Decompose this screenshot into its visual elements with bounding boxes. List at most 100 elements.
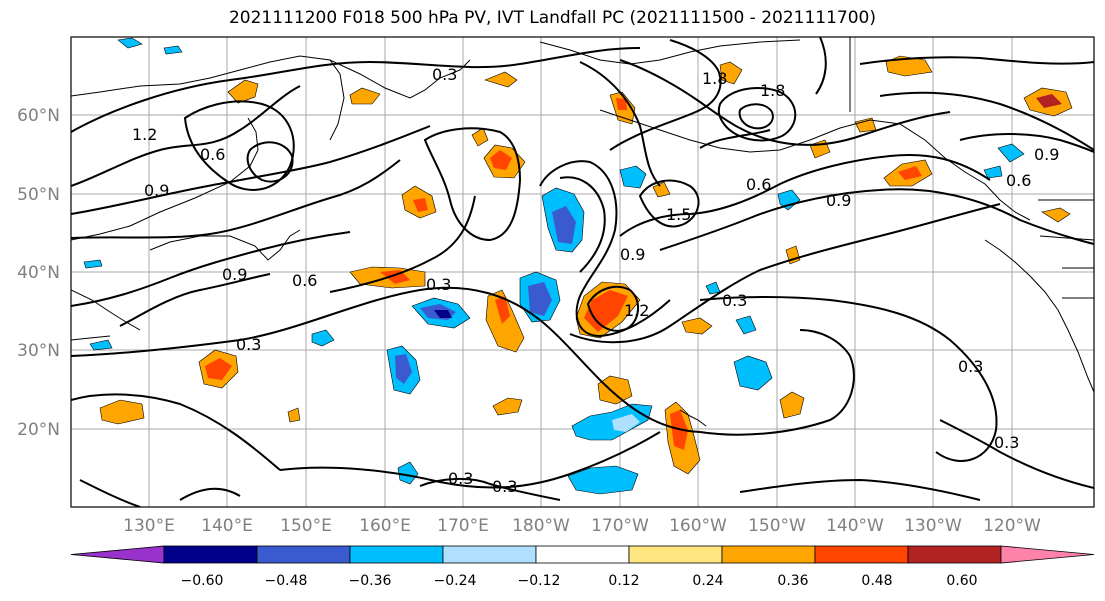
- colorbar-tick: −0.48: [265, 573, 308, 589]
- lon-label: 150°E: [280, 516, 332, 536]
- colorbar-tick: 0.60: [946, 573, 977, 589]
- ivt-positive-region: [885, 55, 933, 77]
- ivt-negative-region: [528, 282, 552, 316]
- ivt-negative-region: [571, 403, 653, 441]
- ivt-negative-region: [983, 165, 1003, 179]
- map-frame: [70, 36, 1095, 508]
- ivt-positive-region: [898, 166, 922, 180]
- contour-label: 0.3: [722, 291, 747, 310]
- lon-label: 140°E: [201, 516, 253, 536]
- contour-label: 1.2: [624, 301, 649, 320]
- colorbar-segment: [535, 545, 630, 564]
- ivt-positive-region: [490, 150, 512, 170]
- ivt-positive-region: [287, 407, 301, 423]
- colorbar-tick: −0.60: [181, 573, 224, 589]
- ivt-negative-region: [311, 329, 335, 347]
- contour-label: 0.9: [144, 181, 169, 200]
- colorbar-tick: 0.36: [777, 573, 808, 589]
- ivt-negative-region: [612, 414, 640, 432]
- colorbar-tick: 0.24: [692, 573, 723, 589]
- ivt-positive-region: [681, 317, 713, 335]
- ivt-positive-region: [1041, 207, 1071, 223]
- colorbar: −0.60 −0.48 −0.36 −0.24 −0.12 0.12 0.24 …: [70, 545, 1095, 589]
- lat-label: 40°N: [17, 263, 60, 283]
- ivt-negative-region: [619, 165, 647, 189]
- lon-label: 170°E: [437, 516, 489, 536]
- colorbar-segment: [442, 545, 537, 564]
- lat-label: 30°N: [17, 341, 60, 361]
- contour-label: 0.3: [236, 335, 261, 354]
- contour-label: 0.9: [1034, 145, 1059, 164]
- colorbar-segment: [256, 545, 351, 564]
- contour-label: 0.3: [958, 357, 983, 376]
- colorbar-tick: −0.12: [518, 573, 561, 589]
- ivt-positive-region: [380, 270, 410, 284]
- contour-label: 1.2: [132, 125, 157, 144]
- lat-label: 50°N: [17, 185, 60, 205]
- ivt-positive-region: [349, 87, 381, 105]
- ivt-positive-region: [492, 397, 523, 416]
- figure-title: 2021111200 F018 500 hPa PV, IVT Landfall…: [228, 8, 876, 28]
- contour-label: 0.6: [292, 271, 317, 290]
- ivt-negative-region: [83, 259, 103, 269]
- colorbar-segment: [721, 545, 816, 564]
- contour-label: 1.8: [760, 81, 785, 100]
- colorbar-segment: [907, 545, 1002, 564]
- lon-label: 120°W: [983, 516, 1041, 536]
- colorbar-boxes: [70, 545, 1095, 564]
- contour-label: 0.3: [448, 469, 473, 488]
- colorbar-segment: [814, 545, 909, 564]
- colorbar-tick: −0.24: [434, 573, 477, 589]
- contour-label: 1.8: [702, 69, 727, 88]
- ivt-positive-region: [779, 391, 805, 419]
- colorbar-segment: [349, 545, 444, 564]
- pv-contours: [71, 37, 1094, 507]
- ivt-negative-region: [89, 339, 113, 351]
- ivt-negative-region: [397, 461, 419, 485]
- ivt-negative-region: [552, 206, 576, 244]
- colorbar-segment: [70, 545, 165, 564]
- ivt-negative-region: [735, 315, 757, 335]
- colorbar-segment: [628, 545, 723, 564]
- ivt-positive-region: [484, 71, 518, 88]
- ivt-negative-region: [163, 45, 183, 55]
- lon-label: 130°W: [904, 516, 962, 536]
- ivt-negative-region: [117, 37, 143, 49]
- ivt-positive-region: [616, 98, 627, 110]
- lat-label: 60°N: [17, 106, 60, 126]
- lat-label: 20°N: [17, 420, 60, 440]
- lon-label: 180°W: [512, 516, 570, 536]
- contour-label: 1.5: [666, 205, 691, 224]
- contour-label: 0.9: [826, 191, 851, 210]
- longitude-labels: 130°E 140°E 150°E 160°E 170°E 180°W 170°…: [123, 516, 1041, 536]
- coastlines: [71, 37, 1094, 427]
- colorbar-tick: −0.36: [349, 573, 392, 589]
- ivt-negative-region: [733, 355, 773, 391]
- ivt-negative-region: [777, 189, 801, 211]
- ivt-positive-region: [584, 290, 628, 332]
- lon-label: 170°W: [591, 516, 649, 536]
- colorbar-segment: [1000, 545, 1095, 564]
- ivt-positive-region: [99, 399, 145, 425]
- contour-label: 0.3: [426, 275, 451, 294]
- ivt-positive-region: [413, 198, 428, 212]
- ivt-positive-region: [597, 375, 633, 405]
- latitude-labels: 60°N 50°N 40°N 30°N 20°N: [17, 106, 60, 440]
- ivt-negative-region: [395, 354, 412, 384]
- ivt-negative-region: [434, 310, 452, 318]
- colorbar-tick: 0.48: [861, 573, 892, 589]
- lon-label: 130°E: [123, 516, 175, 536]
- contour-label: 0.6: [200, 145, 225, 164]
- ivt-negative-region: [567, 465, 639, 495]
- ivt-shading: [83, 37, 1073, 495]
- colorbar-ticks: −0.60 −0.48 −0.36 −0.24 −0.12 0.12 0.24 …: [181, 573, 978, 589]
- contour-label: 0.3: [432, 65, 457, 84]
- contour-label: 0.3: [492, 477, 517, 496]
- lon-label: 160°W: [669, 516, 727, 536]
- ivt-positive-region: [1036, 94, 1062, 108]
- contour-label: 0.6: [746, 175, 771, 194]
- contour-labels: 0.3 0.3 0.3 0.3 0.3 0.3 0.3 0.3 0.6 0.6 …: [132, 65, 1059, 496]
- ivt-negative-region: [997, 143, 1025, 163]
- colorbar-segment: [163, 545, 258, 564]
